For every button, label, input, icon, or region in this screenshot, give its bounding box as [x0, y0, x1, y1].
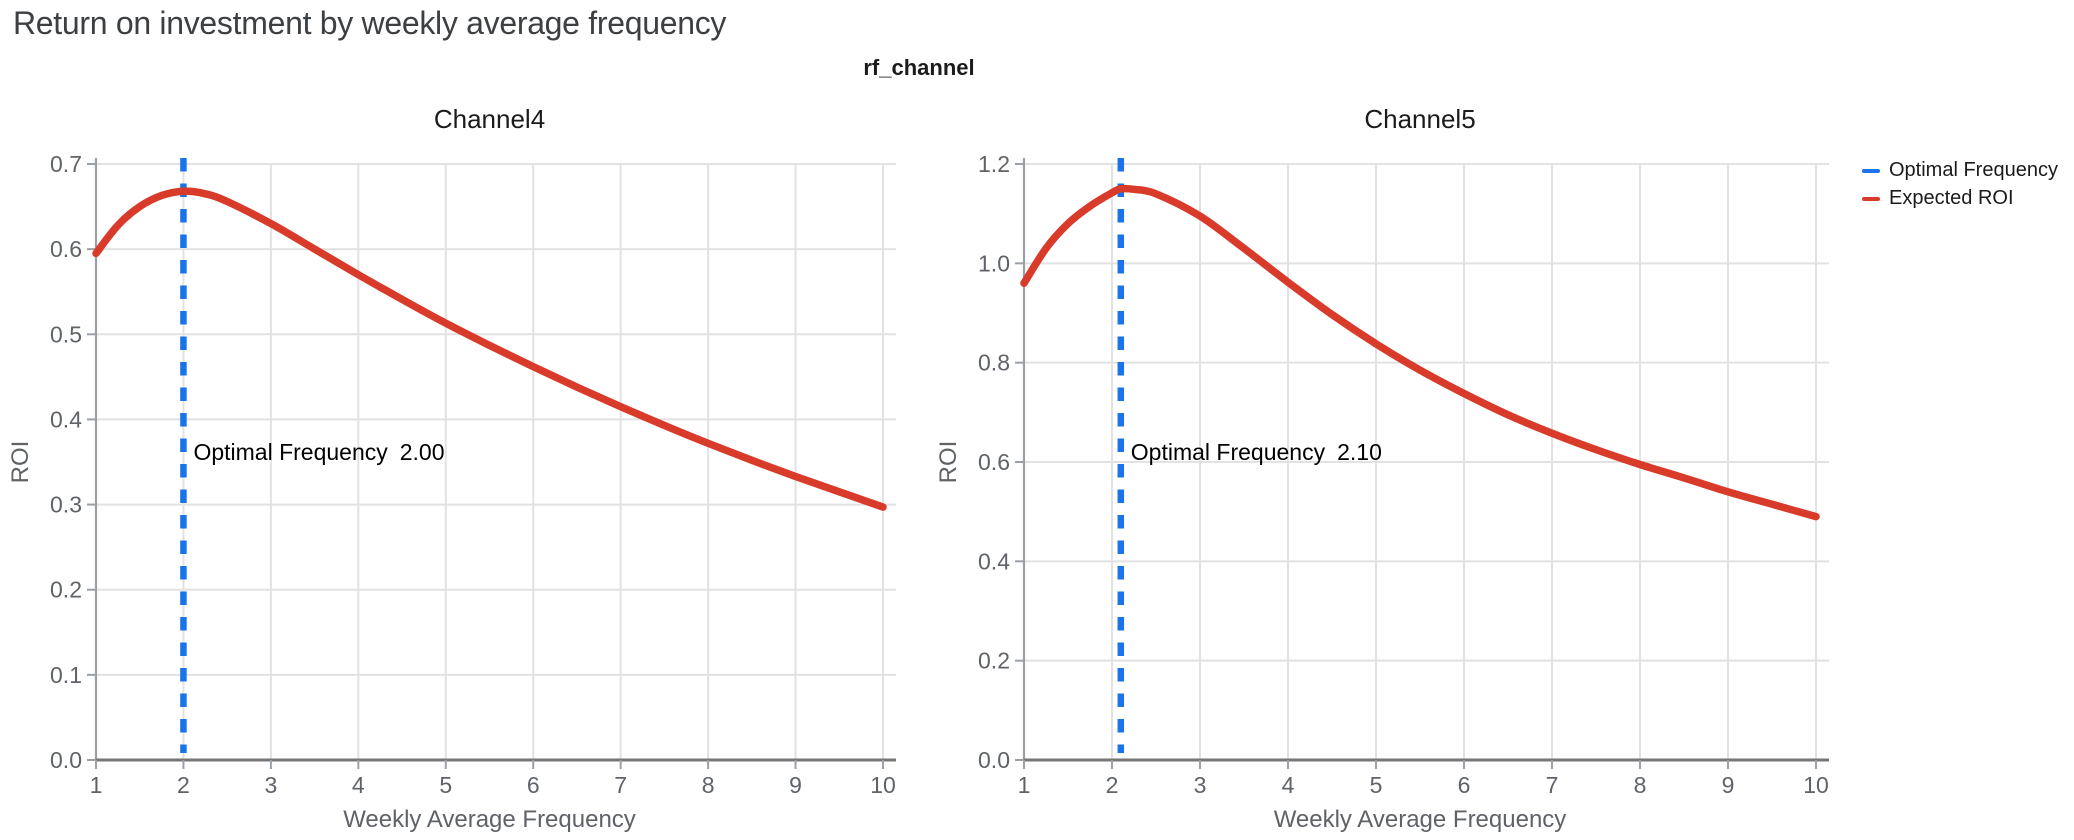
x-tick-label: 7 — [1546, 772, 1559, 798]
y-tick-label: 0.4 — [50, 406, 82, 432]
y-tick-label: 0.7 — [50, 151, 82, 177]
x-tick-label: 10 — [870, 772, 896, 798]
legend-item-label: Optimal Frequency — [1889, 159, 2058, 181]
y-tick-label: 0.3 — [50, 492, 82, 518]
x-axis-title: Weekly Average Frequency — [343, 806, 636, 833]
x-tick-label: 1 — [90, 772, 103, 798]
expected-roi-curve — [1020, 184, 1820, 521]
x-tick-label: 7 — [614, 772, 627, 798]
x-axis-title: Weekly Average Frequency — [1274, 806, 1567, 833]
channel5-subplot: 1 2 3 4 5 6 7 8 9 10 0.0 0.2 0.4 0.6 0.8 1.0 1.2 Weekly A… — [935, 104, 1829, 833]
legend-item: Optimal Frequency — [1862, 160, 2058, 181]
legend-item-label: Expected ROI — [1889, 187, 2014, 209]
y-tick-label: 0.8 — [978, 350, 1010, 376]
y-tick-label: 0.1 — [50, 662, 82, 688]
y-tick-label: 0.5 — [50, 321, 82, 347]
x-tick-label: 4 — [352, 772, 365, 798]
optimal-frequency-annotation: Optimal Frequency 2.10 — [1131, 439, 1382, 465]
subplot-title: Channel4 — [434, 104, 545, 134]
x-tick-label: 9 — [789, 772, 802, 798]
y-tick-label: 0.6 — [978, 449, 1010, 475]
x-tick-label: 3 — [264, 772, 277, 798]
facet-title: rf_channel — [863, 55, 975, 80]
expected-roi-curve — [92, 187, 887, 511]
x-tick-label: 4 — [1282, 772, 1295, 798]
x-tick-label: 2 — [177, 772, 190, 798]
x-tick-label: 5 — [439, 772, 452, 798]
y-tick-label: 1.2 — [978, 151, 1010, 177]
optimal-frequency-annotation: Optimal Frequency 2.00 — [193, 439, 444, 465]
legend-swatch-icon — [1862, 168, 1880, 173]
y-tick-label: 1.0 — [978, 250, 1010, 276]
y-axis-title: ROI — [7, 441, 34, 484]
x-tick-label: 6 — [1458, 772, 1471, 798]
subplot-title: Channel5 — [1364, 104, 1475, 134]
y-tick-label: 0.2 — [50, 577, 82, 603]
annotation-value: 2.10 — [1337, 439, 1382, 465]
annotation-label: Optimal Frequency — [193, 439, 388, 465]
y-tick-label: 0.0 — [978, 747, 1010, 773]
annotation-label: Optimal Frequency — [1131, 439, 1326, 465]
x-tick-label: 8 — [702, 772, 715, 798]
channel4-subplot: 1 2 3 4 5 6 7 8 9 10 0.0 0.1 0.2 0.3 0.4 0.5 0.6 0.7 Weekl… — [7, 104, 896, 833]
x-tick-label: 2 — [1106, 772, 1119, 798]
x-tick-label: 1 — [1018, 772, 1031, 798]
legend-item: Expected ROI — [1862, 188, 2058, 209]
y-tick-label: 0.0 — [50, 747, 82, 773]
x-tick-label: 8 — [1634, 772, 1647, 798]
x-tick-label: 6 — [527, 772, 540, 798]
legend: Optimal Frequency Expected ROI — [1862, 160, 2058, 216]
y-axis-title: ROI — [935, 441, 962, 484]
x-tick-label: 9 — [1722, 772, 1735, 798]
legend-swatch-icon — [1862, 196, 1880, 201]
x-tick-label: 5 — [1370, 772, 1383, 798]
annotation-value: 2.00 — [400, 439, 445, 465]
y-tick-label: 0.6 — [50, 236, 82, 262]
x-tick-label: 10 — [1803, 772, 1829, 798]
y-tick-label: 0.2 — [978, 648, 1010, 674]
page-title: Return on investment by weekly average f… — [13, 5, 727, 41]
x-tick-label: 3 — [1194, 772, 1207, 798]
y-tick-label: 0.4 — [978, 548, 1010, 574]
